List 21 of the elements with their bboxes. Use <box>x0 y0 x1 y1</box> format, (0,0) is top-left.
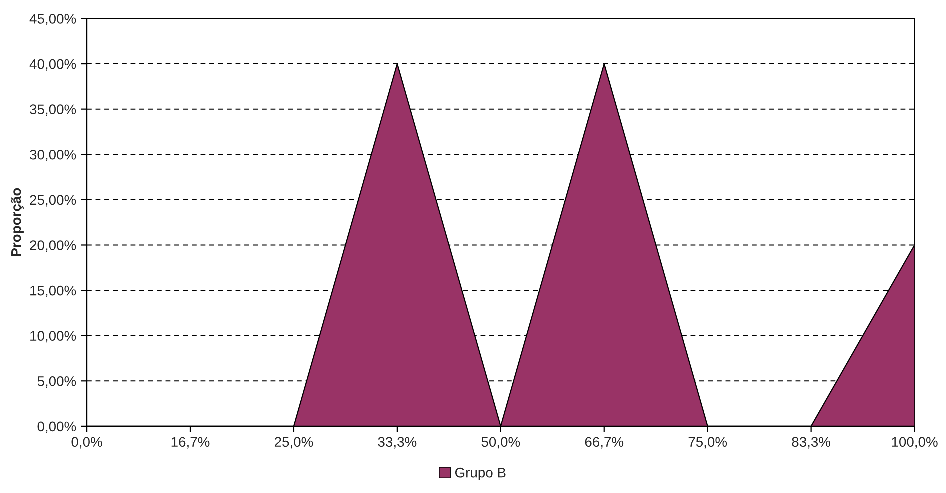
x-tick-label: 33,3% <box>378 437 417 449</box>
x-tick-label: 50,0% <box>482 437 520 449</box>
x-tick-label: 100,0% <box>892 437 938 449</box>
y-axis-title: Proporção <box>11 188 24 256</box>
y-tick-label: 5,00% <box>38 376 76 388</box>
x-tick-label: 66,7% <box>585 437 624 449</box>
y-tick-label: 35,00% <box>30 104 76 116</box>
y-tick-label: 10,00% <box>30 331 76 343</box>
y-tick-label: 20,00% <box>30 240 76 252</box>
y-tick-label: 40,00% <box>30 59 76 71</box>
x-tick-label: 83,3% <box>792 437 831 449</box>
y-tick-label: 45,00% <box>30 14 76 26</box>
y-tick-label: 15,00% <box>30 286 76 298</box>
x-tick-label: 25,0% <box>274 437 314 449</box>
y-tick-label: 30,00% <box>30 150 76 162</box>
x-tick-label: 75,0% <box>688 437 728 449</box>
y-tick-label: 25,00% <box>30 195 76 207</box>
legend-label: Grupo B <box>455 468 506 480</box>
x-tick-label: 16,7% <box>172 437 210 449</box>
x-tick-label: 0,0% <box>72 437 102 449</box>
y-tick-label: 0,00% <box>38 422 76 434</box>
